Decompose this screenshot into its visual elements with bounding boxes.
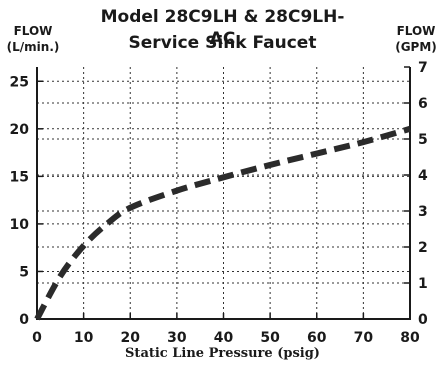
yl-tick-label-0: 0 <box>19 312 29 328</box>
right-axis-title-line-2: (GPM) <box>395 40 437 54</box>
x-tick-label-10: 10 <box>74 330 94 346</box>
yl-tick-label-15: 15 <box>10 169 29 185</box>
right-axis-title-line-1: FLOW <box>396 24 436 38</box>
x-tick-label-40: 40 <box>214 330 234 346</box>
yl-tick-label-20: 20 <box>10 122 30 138</box>
flow-series-line <box>34 125 411 321</box>
x-tick-label-70: 70 <box>354 330 374 346</box>
x-tick-label-20: 20 <box>121 330 141 346</box>
x-tick-label-50: 50 <box>260 330 280 346</box>
x-tick-label-30: 30 <box>167 330 187 346</box>
left-axis-title-line-2: (L/min.) <box>6 40 60 54</box>
yr-tick-label-7: 7 <box>418 60 428 76</box>
x-tick-label-80: 80 <box>400 330 420 346</box>
yr-tick-label-6: 6 <box>418 96 428 112</box>
x-axis-label: Static Line Pressure (psig) <box>125 346 320 361</box>
x-tick-label-0: 0 <box>32 330 42 346</box>
yr-tick-label-2: 2 <box>418 240 428 256</box>
x-tick-label-60: 60 <box>307 330 327 346</box>
left-axis-title-line-1: FLOW <box>13 24 53 38</box>
yr-tick-label-3: 3 <box>418 204 428 220</box>
chart-title-line-1: Model 28C9LH & 28C9LH-AC <box>100 7 345 49</box>
yl-tick-label-10: 10 <box>10 217 30 233</box>
yr-tick-label-1: 1 <box>418 276 428 292</box>
yr-tick-label-0: 0 <box>418 312 428 328</box>
chart-title-line-2: Service Sink Faucet <box>128 33 317 53</box>
yr-tick-label-4: 4 <box>418 168 428 184</box>
yl-tick-label-25: 25 <box>10 74 29 90</box>
yl-tick-label-5: 5 <box>19 264 29 280</box>
yr-tick-label-5: 5 <box>418 132 428 148</box>
